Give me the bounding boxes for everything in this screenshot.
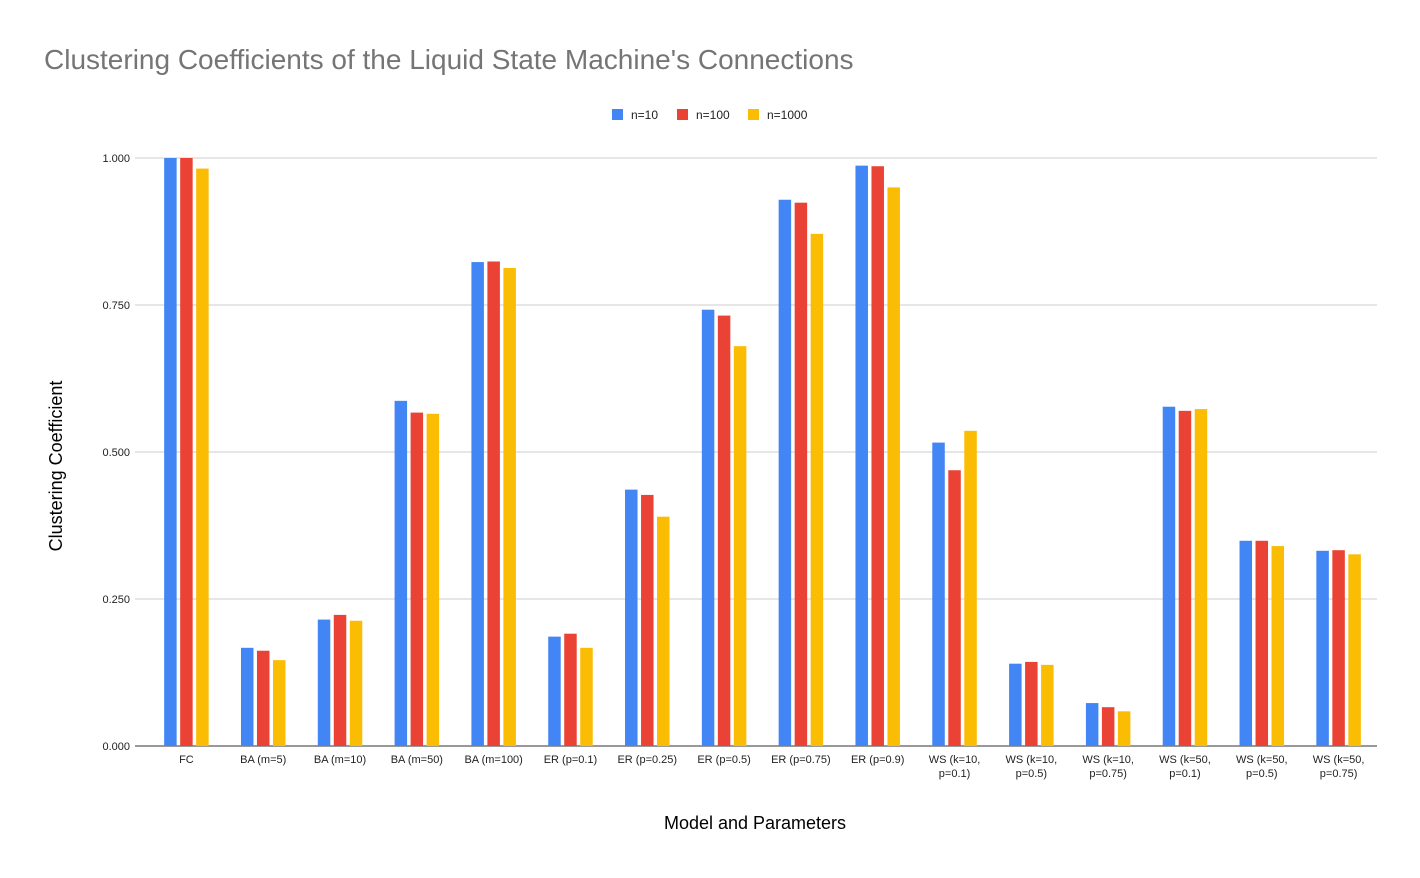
x-tick-label: WS (k=10, p=0.5) (1006, 754, 1058, 780)
x-tick-label: BA (m=5) (240, 754, 286, 766)
bar-n-100 (1025, 661, 1038, 746)
bar-n-10 (548, 636, 561, 746)
bar-n-1000 (887, 187, 900, 746)
bar-n-10 (1162, 406, 1176, 746)
bar-n-1000 (503, 267, 516, 746)
bar-n-100 (1255, 540, 1269, 746)
legend-label: n=10 (631, 108, 658, 122)
bar-n-100 (410, 412, 424, 746)
bar-n-100 (1101, 707, 1115, 746)
bar-n-10 (1316, 550, 1329, 746)
bar-n-10 (1085, 703, 1099, 746)
bar-n-1000 (426, 413, 440, 746)
bar-n-10 (471, 262, 484, 746)
x-tick-label: FC (179, 754, 194, 766)
bar-n-100 (717, 315, 731, 746)
x-tick-label: WS (k=10, p=0.75) (1082, 754, 1134, 780)
bar-n-1000 (349, 620, 363, 746)
bar-n-10 (394, 400, 408, 746)
bar-n-100 (1178, 410, 1192, 746)
bar-n-100 (564, 633, 577, 746)
bar-n-100 (487, 261, 500, 746)
bars (164, 158, 1361, 747)
x-tick-label: BA (m=100) (464, 754, 522, 766)
chart-title: Clustering Coefficients of the Liquid St… (44, 44, 854, 75)
y-axis-label: Clustering Coefficient (46, 381, 66, 552)
bar-n-1000 (964, 430, 977, 746)
bar-n-1000 (1194, 409, 1208, 746)
y-tick-label: 0.000 (102, 741, 130, 753)
x-axis-label: Model and Parameters (664, 813, 846, 833)
y-axis-ticks: 0.000 0.250 0.500 0.750 1.000 (102, 153, 130, 753)
bar-n-100 (948, 470, 961, 746)
legend-label: n=100 (696, 108, 730, 122)
x-tick-label: WS (k=50, p=0.75) (1313, 754, 1365, 780)
legend-swatch (612, 109, 623, 120)
x-tick-label: WS (k=10, p=0.1) (929, 754, 981, 780)
bar-n-100 (256, 650, 270, 746)
x-tick-label: WS (k=50, p=0.1) (1159, 754, 1211, 780)
bar-n-10 (778, 199, 792, 747)
bar-n-10 (932, 442, 945, 746)
bar-n-10 (317, 619, 331, 746)
bar-n-10 (625, 489, 638, 746)
bar-n-1000 (1117, 711, 1131, 746)
bar-n-100 (641, 494, 654, 746)
bar-n-10 (701, 309, 715, 746)
bar-n-100 (794, 202, 808, 747)
bar-n-1000 (580, 647, 593, 746)
x-axis-ticks: FC BA (m=5) BA (m=10) BA (m=50) BA (m=100) ER… (179, 754, 1364, 780)
x-tick-label: ER (p=0.25) (617, 754, 677, 766)
x-tick-label: BA (m=50) (391, 754, 443, 766)
legend: n=10 n=100 n=1000 (612, 108, 808, 122)
bar-n-1000 (1271, 546, 1285, 746)
bar-n-10 (1009, 663, 1022, 746)
y-tick-label: 1.000 (102, 153, 130, 165)
bar-n-10 (1239, 540, 1253, 746)
bar-n-10 (240, 647, 254, 746)
bar-n-10 (164, 158, 177, 746)
x-tick-label: ER (p=0.1) (544, 754, 598, 766)
bar-n-100 (180, 158, 193, 746)
bar-n-100 (333, 614, 347, 746)
x-tick-label: ER (p=0.5) (697, 754, 751, 766)
bar-n-1000 (733, 346, 747, 746)
bar-n-1000 (657, 516, 670, 746)
bar-n-10 (855, 165, 868, 747)
bar-n-1000 (810, 233, 824, 747)
legend-label: n=1000 (767, 108, 808, 122)
legend-swatch (677, 109, 688, 120)
x-tick-label: ER (p=0.75) (771, 754, 831, 766)
bar-n-100 (1332, 550, 1345, 746)
bar-n-1000 (1348, 554, 1361, 746)
x-tick-label: ER (p=0.9) (851, 754, 905, 766)
bar-n-1000 (1041, 664, 1054, 746)
bar-n-1000 (196, 168, 209, 747)
y-tick-label: 0.500 (102, 447, 130, 459)
y-tick-label: 0.250 (102, 594, 130, 606)
y-tick-label: 0.750 (102, 300, 130, 312)
x-tick-label: WS (k=50, p=0.5) (1236, 754, 1288, 780)
legend-swatch (748, 109, 759, 120)
bar-n-1000 (272, 660, 286, 746)
x-tick-label: BA (m=10) (314, 754, 366, 766)
bar-n-100 (871, 166, 884, 746)
